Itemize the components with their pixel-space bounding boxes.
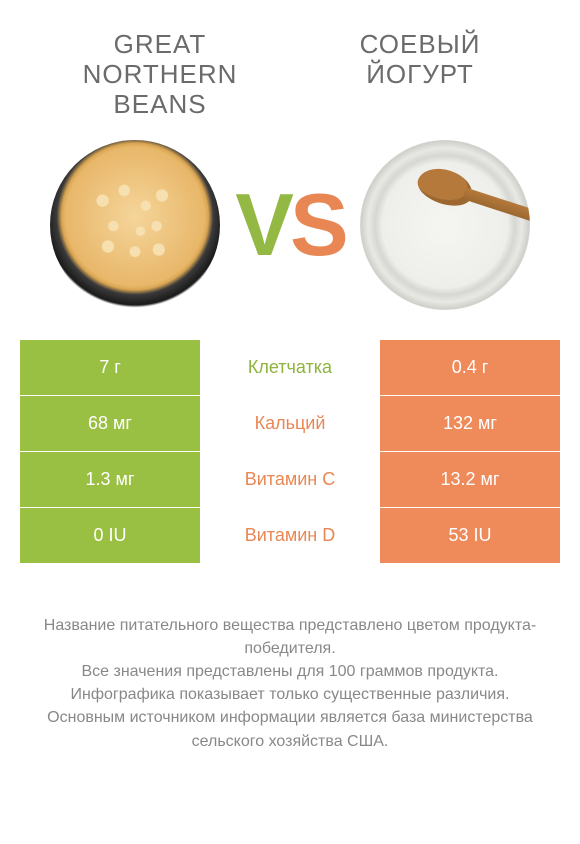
nutrient-label: Витамин C bbox=[200, 452, 380, 508]
nutrient-label: Кальций bbox=[200, 396, 380, 452]
right-title: СОЕВЫЙ ЙОГУРТ bbox=[310, 30, 530, 90]
left-value: 68 мг bbox=[20, 396, 200, 452]
footer-line: Основным источником информации является … bbox=[40, 706, 540, 752]
right-value: 53 IU bbox=[380, 508, 560, 564]
right-value: 13.2 мг bbox=[380, 452, 560, 508]
nutrient-label: Клетчатка bbox=[200, 340, 380, 396]
left-value: 0 IU bbox=[20, 508, 200, 564]
right-value: 132 мг bbox=[380, 396, 560, 452]
yogurt-image bbox=[360, 140, 530, 310]
vs-s: S bbox=[290, 174, 345, 276]
table-row: 0 IUВитамин D53 IU bbox=[20, 508, 560, 564]
images-row: VS bbox=[20, 130, 560, 340]
footer-line: Название питательного вещества представл… bbox=[40, 614, 540, 660]
nutrient-table: 7 гКлетчатка0.4 г68 мгКальций132 мг1.3 м… bbox=[20, 340, 560, 564]
right-value: 0.4 г bbox=[380, 340, 560, 396]
vs-v: V bbox=[235, 174, 290, 276]
vs-label: VS bbox=[235, 174, 344, 276]
left-value: 7 г bbox=[20, 340, 200, 396]
beans-image bbox=[50, 140, 220, 310]
table-row: 1.3 мгВитамин C13.2 мг bbox=[20, 452, 560, 508]
header: GREAT NORTHERN BEANS СОЕВЫЙ ЙОГУРТ bbox=[20, 30, 560, 130]
left-title: GREAT NORTHERN BEANS bbox=[50, 30, 270, 120]
table-row: 68 мгКальций132 мг bbox=[20, 396, 560, 452]
left-value: 1.3 мг bbox=[20, 452, 200, 508]
footer-text: Название питательного вещества представл… bbox=[20, 564, 560, 753]
spoon-icon bbox=[412, 156, 530, 235]
footer-line: Все значения представлены для 100 граммо… bbox=[40, 660, 540, 683]
footer-line: Инфографика показывает только существенн… bbox=[40, 683, 540, 706]
table-row: 7 гКлетчатка0.4 г bbox=[20, 340, 560, 396]
infographic: GREAT NORTHERN BEANS СОЕВЫЙ ЙОГУРТ VS 7 … bbox=[0, 0, 580, 844]
nutrient-label: Витамин D bbox=[200, 508, 380, 564]
